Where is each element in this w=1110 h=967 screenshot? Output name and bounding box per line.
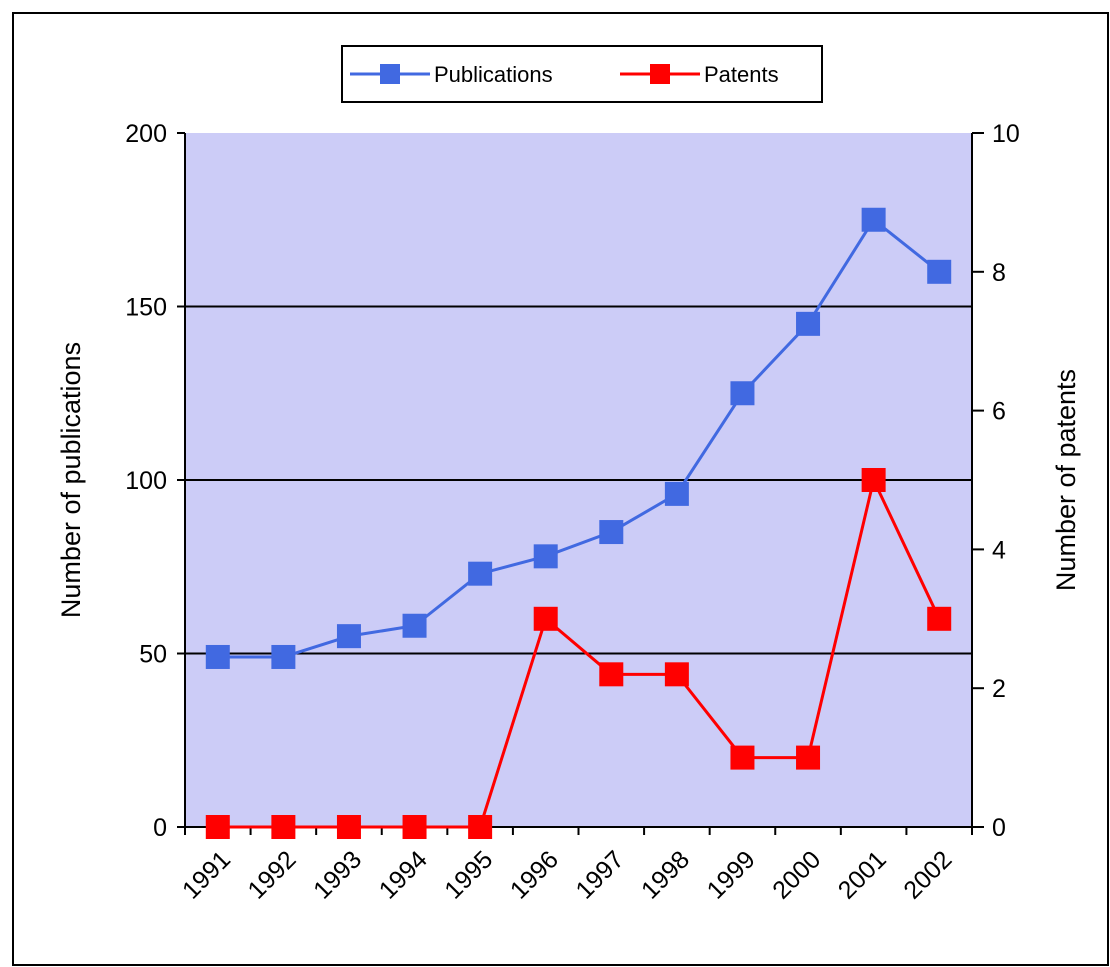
data-point-publications bbox=[927, 259, 952, 284]
y-axis-right-title: Number of patents bbox=[1051, 369, 1081, 591]
y-left-tick-label: 0 bbox=[153, 814, 167, 842]
y-left-tick-label: 50 bbox=[139, 641, 167, 669]
y-right-tick-label: 2 bbox=[992, 675, 1006, 703]
y-right-tick-label: 4 bbox=[992, 536, 1006, 564]
data-point-patents bbox=[205, 815, 230, 839]
data-point-publications bbox=[533, 544, 558, 569]
data-point-patents bbox=[664, 662, 689, 687]
data-point-patents bbox=[533, 606, 558, 631]
y-axis-left-title: Number of publications bbox=[56, 342, 86, 618]
data-point-patents bbox=[468, 815, 493, 839]
data-point-publications bbox=[205, 644, 230, 669]
legend-label-patents: Patents bbox=[704, 62, 779, 87]
data-point-publications bbox=[861, 207, 886, 232]
data-point-publications bbox=[402, 613, 427, 638]
data-point-patents bbox=[271, 815, 296, 839]
data-point-publications bbox=[468, 561, 493, 586]
y-right-tick-label: 0 bbox=[992, 814, 1006, 842]
legend-marker-patents bbox=[650, 64, 670, 84]
data-point-patents bbox=[927, 606, 952, 631]
data-point-publications bbox=[336, 624, 361, 649]
y-left-tick-label: 150 bbox=[125, 294, 167, 322]
y-left-tick-label: 200 bbox=[125, 120, 167, 148]
y-right-tick-label: 6 bbox=[992, 398, 1006, 426]
data-point-patents bbox=[599, 662, 624, 687]
legend-label-publications: Publications bbox=[434, 62, 553, 87]
y-right-tick-label: 10 bbox=[992, 120, 1020, 148]
data-point-patents bbox=[402, 815, 427, 839]
data-point-patents bbox=[336, 815, 361, 839]
data-point-publications bbox=[271, 644, 296, 669]
data-point-publications bbox=[599, 520, 624, 545]
legend-marker-publications bbox=[380, 64, 400, 84]
legend: Publications Patents bbox=[341, 45, 823, 103]
data-point-publications bbox=[730, 381, 755, 406]
data-point-publications bbox=[796, 311, 821, 336]
data-point-patents bbox=[796, 745, 821, 770]
data-point-publications bbox=[664, 481, 689, 506]
data-point-patents bbox=[730, 745, 755, 770]
y-left-tick-label: 100 bbox=[125, 467, 167, 495]
y-right-tick-label: 8 bbox=[992, 259, 1006, 287]
data-point-patents bbox=[861, 468, 886, 492]
